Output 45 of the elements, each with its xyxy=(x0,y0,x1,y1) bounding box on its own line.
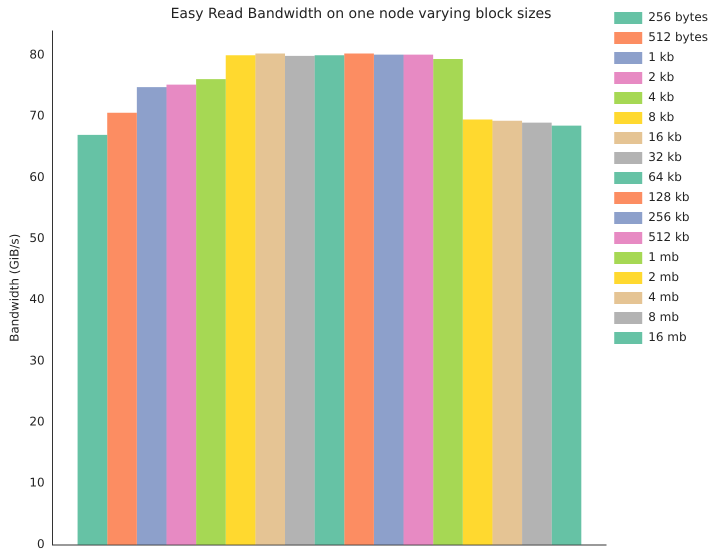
legend-label: 1 kb xyxy=(648,50,674,64)
legend-label: 128 kb xyxy=(648,190,690,204)
bar xyxy=(285,56,315,545)
bar xyxy=(166,84,196,545)
legend-label: 256 kb xyxy=(648,210,690,224)
bar xyxy=(226,55,256,545)
legend-label: 256 bytes xyxy=(648,10,708,24)
bar xyxy=(462,120,492,545)
legend-label: 64 kb xyxy=(648,170,682,184)
bar xyxy=(196,79,226,545)
bar xyxy=(374,54,404,545)
legend-label: 32 kb xyxy=(648,150,682,164)
legend-label: 8 kb xyxy=(648,110,674,124)
y-tick-label: 80 xyxy=(29,47,45,62)
legend-label: 16 mb xyxy=(648,330,687,344)
bar xyxy=(107,112,137,545)
y-tick-label: 10 xyxy=(29,476,45,490)
chart-title: Easy Read Bandwidth on one node varying block sizes xyxy=(170,6,552,22)
y-tick-label: 30 xyxy=(29,353,45,368)
bar xyxy=(255,53,285,545)
legend-label: 512 kb xyxy=(648,230,690,244)
y-axis-title: Bandwidth (GiB/s) xyxy=(7,234,22,342)
y-tick-label: 50 xyxy=(29,230,45,245)
bar xyxy=(136,87,166,545)
y-tick-label: 20 xyxy=(29,414,45,429)
y-tick-label: 70 xyxy=(29,108,45,123)
bar xyxy=(344,53,374,545)
y-tick-label: 60 xyxy=(29,170,45,184)
y-tick-label: 40 xyxy=(29,292,45,306)
legend-label: 4 mb xyxy=(648,290,679,304)
legend-label: 8 mb xyxy=(648,310,679,324)
legend-label: 4 kb xyxy=(648,90,674,104)
legend-label: 512 bytes xyxy=(648,30,708,44)
y-tick-label: 0 xyxy=(37,536,45,551)
bar xyxy=(404,54,434,545)
legend-label: 2 mb xyxy=(648,270,679,284)
bar xyxy=(522,122,552,545)
legend-label: 1 mb xyxy=(648,250,679,264)
bar xyxy=(552,126,582,545)
bar xyxy=(433,58,463,545)
bar xyxy=(492,120,522,545)
legend-label: 16 kb xyxy=(648,130,682,144)
legend-label: 2 kb xyxy=(648,70,674,84)
bar xyxy=(78,134,108,545)
bar xyxy=(314,55,344,545)
